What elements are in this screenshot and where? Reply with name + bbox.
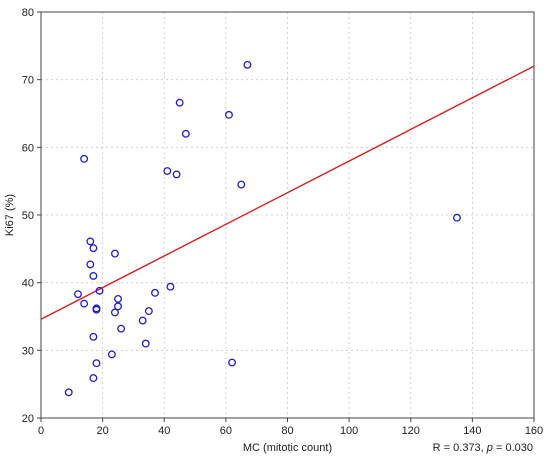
r-value-text: R = 0.373, <box>433 442 487 454</box>
data-point <box>144 307 153 316</box>
x-tick-label: 160 <box>525 425 543 437</box>
data-point <box>138 316 147 325</box>
data-point <box>151 288 159 297</box>
data-point <box>114 294 122 303</box>
data-point <box>86 237 95 246</box>
data-points <box>64 60 461 397</box>
data-point <box>89 244 98 253</box>
data-point <box>86 260 95 269</box>
data-point <box>243 60 252 69</box>
data-point <box>74 290 82 299</box>
data-point <box>225 110 233 119</box>
data-point <box>110 308 119 317</box>
data-point <box>228 358 236 367</box>
data-point <box>80 154 89 163</box>
data-point <box>95 286 104 295</box>
regression-line <box>40 65 535 320</box>
y-tick-label: 30 <box>22 345 34 357</box>
x-axis-title: MC (mitotic count) <box>243 442 332 454</box>
data-point <box>80 299 89 308</box>
y-tick-label: 20 <box>22 413 34 425</box>
data-point <box>117 324 126 333</box>
data-point <box>237 180 246 189</box>
data-point <box>453 213 461 222</box>
data-point <box>141 339 150 348</box>
x-tick-label: 0 <box>38 425 44 437</box>
y-axis-title: Ki67 (%) <box>4 194 16 236</box>
x-tick-labels: 0 20 40 60 80 100 120 140 160 <box>38 425 543 437</box>
grid-lines <box>41 12 534 418</box>
data-point <box>110 249 119 258</box>
x-tick-label: 140 <box>463 425 481 437</box>
data-point <box>89 271 98 280</box>
data-point <box>172 170 181 179</box>
data-point <box>89 332 98 341</box>
x-tick-label: 40 <box>158 425 170 437</box>
x-tick-label: 120 <box>402 425 420 437</box>
data-point <box>114 302 122 311</box>
data-point <box>163 167 172 175</box>
data-point <box>166 282 175 291</box>
data-point <box>92 359 101 368</box>
x-tick-label: 80 <box>281 425 293 437</box>
y-tick-label: 80 <box>22 7 34 19</box>
data-point <box>107 350 116 359</box>
x-tick-label: 20 <box>97 425 109 437</box>
data-point <box>175 98 184 107</box>
p-value-text: = 0.030 <box>493 442 533 454</box>
data-point <box>89 374 98 383</box>
y-tick-label: 40 <box>22 278 34 290</box>
correlation-stats: R = 0.373, p = 0.030 <box>433 442 533 454</box>
data-point <box>181 129 190 138</box>
y-tick-label: 70 <box>22 75 34 87</box>
data-point <box>64 388 73 397</box>
x-tick-label: 100 <box>340 425 358 437</box>
data-point <box>92 305 101 314</box>
p-symbol: p <box>486 442 493 454</box>
y-tick-label: 60 <box>22 142 34 154</box>
y-tick-label: 50 <box>22 210 34 222</box>
y-tick-labels: 20 30 40 50 60 70 80 <box>22 7 34 425</box>
axis-ticks <box>37 11 535 422</box>
x-tick-label: 60 <box>220 425 232 437</box>
